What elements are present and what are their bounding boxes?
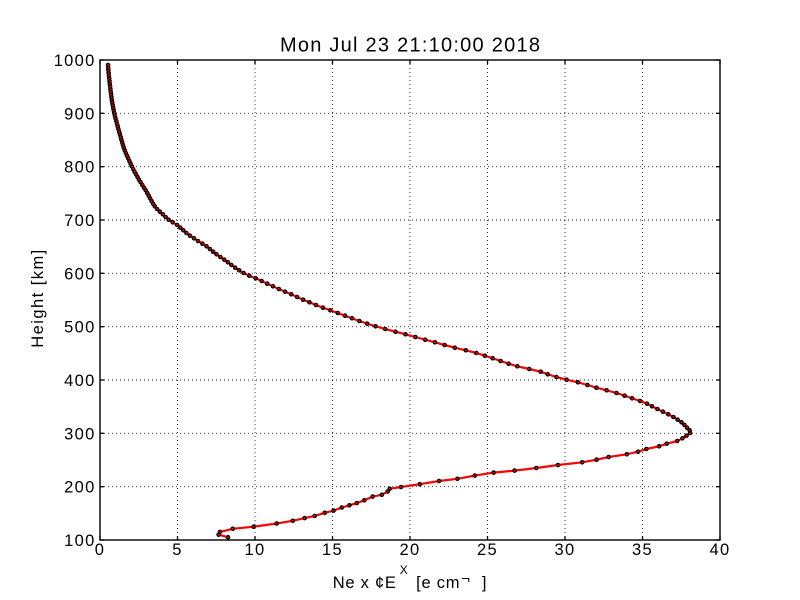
svg-text:600: 600 xyxy=(64,265,95,283)
svg-text:0: 0 xyxy=(95,541,105,559)
svg-text:500: 500 xyxy=(64,319,95,337)
svg-text:800: 800 xyxy=(64,159,95,177)
svg-text:25: 25 xyxy=(477,541,498,559)
svg-text:15: 15 xyxy=(322,541,343,559)
svg-text:Height [km]: Height [km] xyxy=(29,248,47,347)
svg-text:Mon Jul 23 21:10:00 2018: Mon Jul 23 21:10:00 2018 xyxy=(280,34,541,56)
svg-text:30: 30 xyxy=(555,541,576,559)
svg-text:40: 40 xyxy=(710,541,731,559)
svg-text:400: 400 xyxy=(64,372,95,390)
svg-text:700: 700 xyxy=(64,212,95,230)
svg-text:20: 20 xyxy=(400,541,421,559)
svg-text:1000: 1000 xyxy=(54,52,96,70)
svg-text:100: 100 xyxy=(64,532,95,550)
svg-text:5: 5 xyxy=(172,541,182,559)
svg-text:300: 300 xyxy=(64,425,95,443)
svg-text:10: 10 xyxy=(245,541,266,559)
svg-text:900: 900 xyxy=(64,105,95,123)
svg-text:200: 200 xyxy=(64,479,95,497)
svg-text:35: 35 xyxy=(632,541,653,559)
